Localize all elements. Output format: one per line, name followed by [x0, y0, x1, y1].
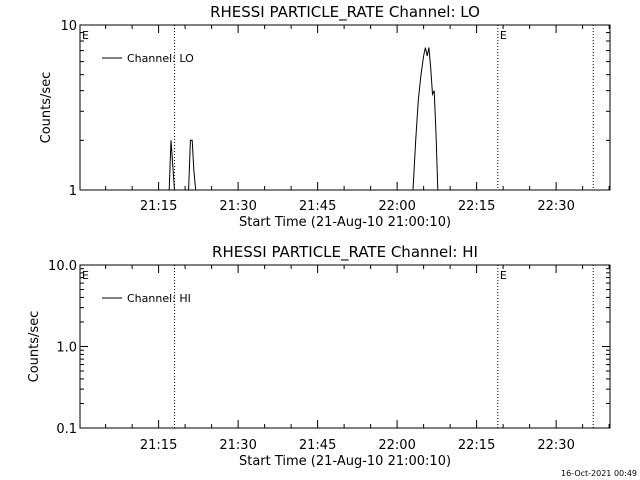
x-tick-label: 21:30 [219, 438, 256, 453]
event-marker-label: E [82, 269, 89, 282]
plot-frame [79, 264, 611, 429]
y-axis-label: Counts/sec [39, 72, 54, 144]
chart-title: RHESSI PARTICLE_RATE Channel: HI [212, 243, 478, 262]
event-marker-label: E [500, 269, 507, 282]
y-tick-label: 10 [60, 19, 77, 34]
x-tick-label: 22:00 [378, 438, 415, 453]
y-axis-label: Counts/sec [27, 311, 42, 383]
x-tick-label: 22:30 [537, 199, 574, 214]
chart-title: RHESSI PARTICLE_RATE Channel: LO [210, 3, 480, 22]
x-tick-label: 22:15 [458, 438, 495, 453]
x-axis-label: Start Time (21-Aug-10 21:00:10) [239, 215, 451, 230]
event-marker-label: E [500, 29, 507, 42]
plot-frame [79, 24, 611, 191]
x-tick-label: 21:45 [299, 438, 336, 453]
y-tick-label: 1 [69, 184, 77, 199]
x-tick-label: 21:30 [219, 199, 256, 214]
y-tick-label: 0.1 [56, 422, 77, 437]
y-tick-label: 1.0 [56, 341, 77, 356]
x-tick-label: 22:15 [458, 199, 495, 214]
x-tick-label: 22:30 [537, 438, 574, 453]
y-tick-label: 10.0 [48, 259, 77, 274]
legend-label: Channel: HI [127, 292, 191, 305]
x-tick-label: 22:00 [378, 199, 415, 214]
x-tick-label: 21:45 [299, 199, 336, 214]
legend-label: Channel: LO [127, 52, 194, 65]
footer-timestamp: 16-Oct-2021 00:49 [561, 469, 637, 478]
x-tick-label: 21:15 [140, 438, 177, 453]
x-tick-label: 21:15 [140, 199, 177, 214]
series-line [168, 47, 439, 191]
event-marker-label: E [82, 29, 89, 42]
x-axis-label: Start Time (21-Aug-10 21:00:10) [239, 454, 451, 469]
